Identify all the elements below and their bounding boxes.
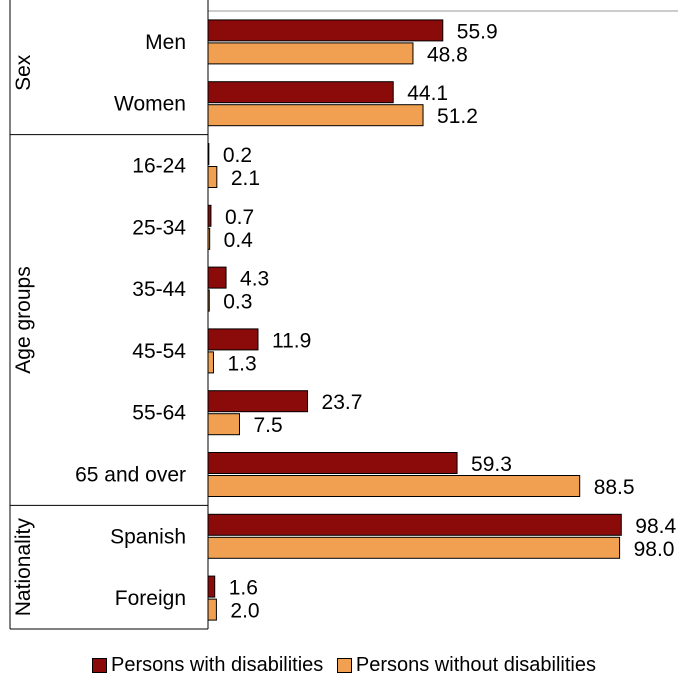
category-label-25-34: 25-34 — [132, 216, 186, 239]
legend-item-with-disabilities: Persons with disabilities — [91, 654, 324, 677]
bar-persons-without-disabilities-women — [207, 104, 424, 127]
bar-persons-without-disabilities-45-54 — [207, 351, 214, 374]
data-label-persons-without-disabilities-55-64: 7.5 — [254, 414, 283, 437]
data-label-persons-without-disabilities-65-and-over: 88.5 — [594, 476, 635, 499]
legend: Persons with disabilities Persons withou… — [0, 654, 688, 677]
data-label-persons-with-disabilities-men: 55.9 — [457, 20, 498, 43]
data-label-persons-with-disabilities-women: 44.1 — [407, 82, 448, 105]
bar-persons-without-disabilities-35-44 — [207, 289, 210, 312]
bar-persons-without-disabilities-16-24 — [207, 166, 218, 188]
category-label-55-64: 55-64 — [132, 402, 186, 425]
data-label-persons-with-disabilities-55-64: 23.7 — [322, 391, 363, 414]
category-label-women: Women — [114, 93, 186, 116]
bar-persons-with-disabilities-55-64 — [207, 390, 309, 413]
group-label-nationality: Nationality — [12, 518, 35, 617]
bar-persons-without-disabilities-65-and-over — [207, 475, 581, 497]
group-label-age-groups: Age groups — [12, 266, 35, 373]
data-label-persons-with-disabilities-spanish: 98.4 — [635, 515, 676, 538]
bar-persons-without-disabilities-spanish — [207, 536, 621, 559]
group-label-sex: Sex — [12, 54, 35, 91]
category-label-35-44: 35-44 — [132, 278, 186, 301]
bar-persons-without-disabilities-55-64 — [207, 413, 240, 436]
category-label-65-and-over: 65 and over — [75, 464, 186, 487]
data-label-persons-without-disabilities-35-44: 0.3 — [223, 291, 252, 314]
bar-persons-with-disabilities-16-24 — [207, 143, 210, 165]
bar-persons-without-disabilities-men — [207, 42, 414, 65]
data-label-persons-with-disabilities-35-44: 4.3 — [240, 268, 269, 291]
data-label-persons-with-disabilities-foreign: 1.6 — [229, 577, 258, 600]
legend-swatch-without-disabilities — [336, 658, 352, 674]
bar-persons-with-disabilities-men — [207, 19, 444, 42]
data-label-persons-without-disabilities-25-34: 0.4 — [224, 229, 254, 252]
category-label-foreign: Foreign — [115, 587, 186, 610]
data-label-persons-without-disabilities-men: 48.8 — [427, 43, 468, 66]
bar-persons-with-disabilities-65-and-over — [207, 452, 458, 474]
data-label-persons-with-disabilities-16-24: 0.2 — [223, 144, 252, 167]
legend-label-with-disabilities: Persons with disabilities — [110, 654, 324, 677]
data-label-persons-without-disabilities-foreign: 2.0 — [230, 600, 259, 623]
bar-persons-with-disabilities-45-54 — [207, 328, 259, 351]
bar-persons-with-disabilities-35-44 — [207, 266, 227, 289]
category-label-men: Men — [145, 31, 186, 54]
bar-persons-with-disabilities-spanish — [207, 513, 622, 536]
data-label-persons-without-disabilities-45-54: 1.3 — [227, 352, 256, 375]
data-label-persons-with-disabilities-45-54: 11.9 — [272, 329, 311, 352]
legend-label-without-disabilities: Persons without disabilities — [355, 654, 596, 677]
bar-persons-with-disabilities-women — [207, 81, 394, 104]
bar-persons-without-disabilities-25-34 — [207, 227, 211, 250]
data-label-persons-without-disabilities-women: 51.2 — [437, 105, 478, 128]
category-label-45-54: 45-54 — [132, 340, 186, 363]
category-label-16-24: 16-24 — [132, 155, 186, 178]
bar-persons-with-disabilities-foreign — [207, 575, 216, 598]
data-label-persons-with-disabilities-25-34: 0.7 — [225, 206, 254, 229]
legend-item-without-disabilities: Persons without disabilities — [336, 654, 596, 677]
data-label-persons-without-disabilities-spanish: 98.0 — [634, 538, 675, 561]
bar-chart: Sex Age groups Nationality Men 55.948.8 Women… — [9, 0, 678, 630]
data-label-persons-with-disabilities-65-and-over: 59.3 — [471, 453, 512, 476]
bar-persons-without-disabilities-foreign — [207, 598, 217, 621]
data-label-persons-without-disabilities-16-24: 2.1 — [231, 167, 260, 190]
category-label-spanish: Spanish — [110, 525, 186, 548]
legend-swatch-with-disabilities — [91, 658, 107, 674]
bar-persons-with-disabilities-25-34 — [207, 204, 212, 227]
